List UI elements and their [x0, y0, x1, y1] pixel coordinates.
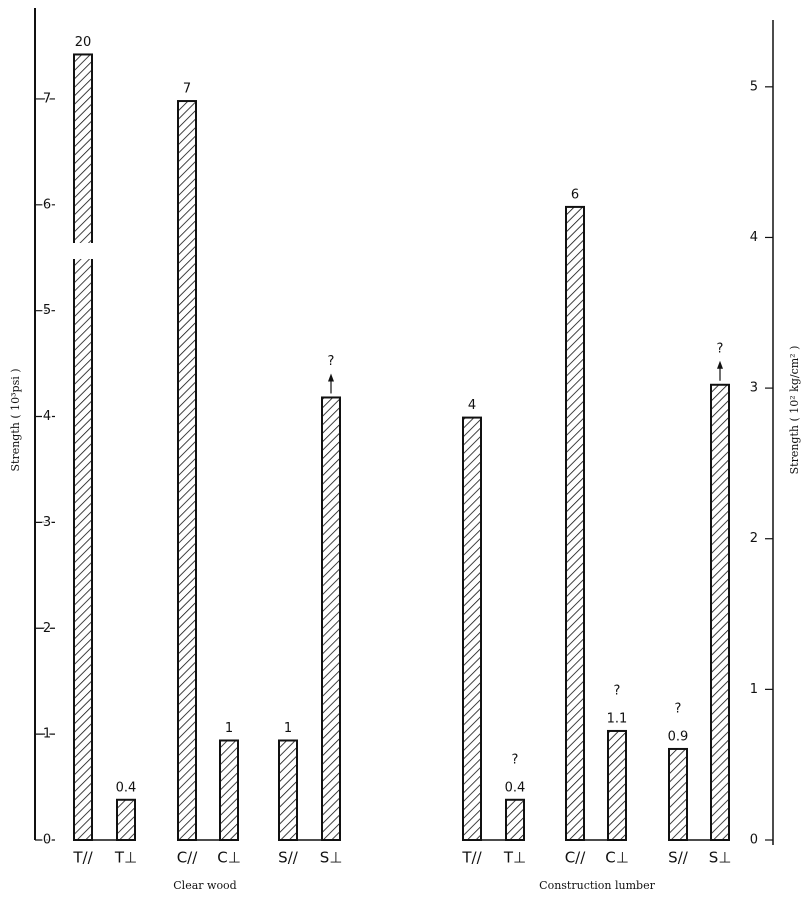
x-tick-label: T⊥	[503, 849, 526, 867]
y-tick-label: 7	[43, 91, 51, 106]
bar	[321, 396, 341, 841]
bar-note: 0.9	[668, 729, 689, 744]
x-tick-label: S⊥	[320, 849, 343, 867]
bar-note: 6	[571, 187, 579, 202]
y-axis-label: Strength ( 10³psi )	[9, 368, 22, 471]
y2-tick-label: 1	[750, 682, 758, 697]
bar	[462, 416, 482, 841]
y2-tick-label: 3	[750, 381, 758, 396]
bar-note: 4	[468, 398, 476, 413]
y2-tick-label: 4	[750, 230, 758, 245]
bar	[565, 205, 585, 841]
y-tick-label: 6	[43, 197, 51, 212]
y-tick-label: 5	[43, 303, 51, 318]
bar-note: ?	[614, 683, 621, 698]
y2-tick-label: 2	[750, 531, 758, 546]
x-tick-label: T//	[461, 849, 482, 867]
group-label: Clear wood	[173, 879, 236, 892]
x-tick-label: S//	[668, 849, 689, 867]
y2-tick-label: 0	[750, 833, 758, 848]
bar-note: 7	[183, 82, 191, 97]
bar	[710, 383, 730, 841]
y-tick-label: 1	[43, 727, 51, 742]
x-tick-label: T//	[72, 849, 93, 867]
bar	[278, 739, 298, 841]
bar	[505, 798, 525, 841]
bar-note: ?	[675, 701, 682, 716]
bar	[219, 739, 239, 841]
y2-tick-label: 5	[750, 79, 758, 94]
bar-note: ?	[328, 354, 335, 369]
bar-note: 1	[284, 721, 292, 736]
bar-note: 1	[225, 721, 233, 736]
y-tick-label: 3	[43, 515, 51, 530]
bar-note: 1.1	[607, 711, 628, 726]
bar-note: ?	[512, 752, 519, 767]
x-tick-label: C⊥	[217, 849, 241, 867]
bar	[116, 798, 136, 841]
y2-axis-label: Strength ( 10² kg/cm² )	[788, 346, 801, 475]
x-tick-label: S⊥	[709, 849, 732, 867]
group-label: Construction lumber	[539, 879, 655, 892]
arrow-head	[328, 373, 334, 382]
bar-note: 0.4	[116, 780, 137, 795]
x-tick-label: C//	[177, 849, 199, 867]
bar	[73, 53, 93, 841]
bar	[607, 729, 627, 841]
y-tick-label: 2	[43, 621, 51, 636]
bar	[177, 100, 197, 842]
arrow-head	[717, 360, 723, 369]
y-tick-label: 0	[43, 833, 51, 848]
y-tick-label: 4	[43, 409, 51, 424]
x-tick-label: S//	[278, 849, 299, 867]
bar-note: ?	[717, 341, 724, 356]
x-tick-label: C⊥	[605, 849, 629, 867]
bar-note: 20	[75, 35, 92, 50]
bar-note: 0.4	[505, 780, 526, 795]
x-tick-label: C//	[565, 849, 587, 867]
bar-break	[72, 242, 94, 259]
x-tick-label: T⊥	[114, 849, 137, 867]
bar	[668, 747, 688, 842]
